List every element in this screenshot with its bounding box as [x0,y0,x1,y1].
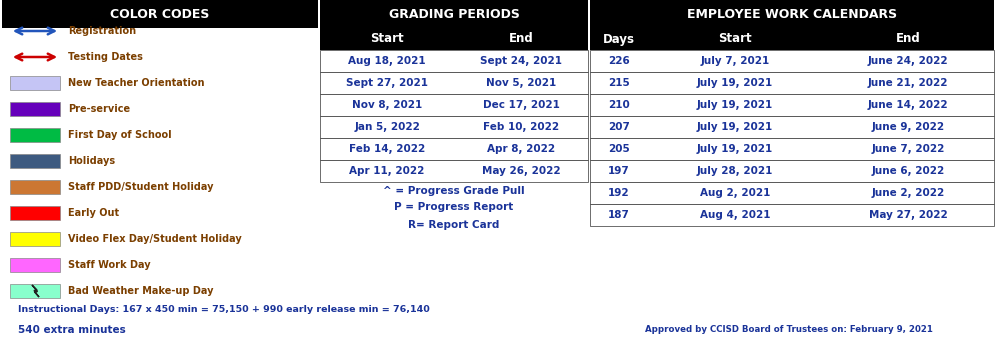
Text: 207: 207 [609,122,629,132]
Text: Sept 27, 2021: Sept 27, 2021 [346,78,428,88]
Text: July 28, 2021: July 28, 2021 [697,166,773,176]
Text: Apr 8, 2022: Apr 8, 2022 [487,144,555,154]
Text: First Day of School: First Day of School [68,130,171,140]
Bar [10,232,60,246]
Text: June 2, 2022: June 2, 2022 [872,188,944,198]
Bar [320,72,588,94]
Text: 197: 197 [609,166,629,176]
Bar [320,116,588,138]
Bar [320,160,588,182]
Text: Pre-service: Pre-service [68,104,130,114]
Text: Aug 18, 2021: Aug 18, 2021 [349,56,426,66]
Text: May 27, 2022: May 27, 2022 [869,210,947,220]
Text: 192: 192 [609,188,629,198]
Text: Apr 11, 2022: Apr 11, 2022 [350,166,424,176]
Text: ^ = Progress Grade Pull: ^ = Progress Grade Pull [383,186,525,195]
Text: 210: 210 [609,100,629,110]
Text: July 19, 2021: July 19, 2021 [697,78,773,88]
Text: GRADING PERIODS: GRADING PERIODS [388,7,520,20]
Text: Nov 8, 2021: Nov 8, 2021 [352,100,422,110]
Text: Bad Weather Make-up Day: Bad Weather Make-up Day [68,286,213,296]
Bar [590,50,994,72]
Bar [10,102,60,116]
Bar [10,128,60,142]
Bar [590,204,994,226]
Text: Instructional Days: 167 x 450 min = 75,150 + 990 early release min = 76,140: Instructional Days: 167 x 450 min = 75,1… [18,306,429,314]
Bar [10,284,60,298]
Text: Nov 5, 2021: Nov 5, 2021 [486,78,556,88]
Bar [590,116,994,138]
Bar [320,50,588,72]
Bar [590,0,994,28]
Text: July 19, 2021: July 19, 2021 [697,122,773,132]
Text: P = Progress Report: P = Progress Report [394,202,514,213]
Text: May 26, 2022: May 26, 2022 [482,166,561,176]
Bar [10,76,60,90]
Text: Feb 14, 2022: Feb 14, 2022 [349,144,425,154]
Text: Video Flex Day/Student Holiday: Video Flex Day/Student Holiday [68,234,242,244]
Bar [590,182,994,204]
Text: Early Out: Early Out [68,208,120,218]
Text: Dec 17, 2021: Dec 17, 2021 [483,100,560,110]
Text: 187: 187 [609,210,629,220]
Text: June 24, 2022: June 24, 2022 [868,56,948,66]
Text: New Teacher Orientation: New Teacher Orientation [68,78,204,88]
Text: Jan 5, 2022: Jan 5, 2022 [354,122,420,132]
Text: June 21, 2022: June 21, 2022 [868,78,948,88]
Text: 205: 205 [609,144,629,154]
Text: June 9, 2022: June 9, 2022 [872,122,944,132]
Text: Feb 10, 2022: Feb 10, 2022 [483,122,559,132]
Text: Testing Dates: Testing Dates [68,52,142,62]
Text: Sept 24, 2021: Sept 24, 2021 [480,56,562,66]
Text: End: End [895,32,920,45]
Text: July 7, 2021: July 7, 2021 [700,56,770,66]
Text: Aug 2, 2021: Aug 2, 2021 [700,188,770,198]
Text: Staff Work Day: Staff Work Day [68,260,150,270]
Text: June 14, 2022: June 14, 2022 [868,100,948,110]
Text: July 19, 2021: July 19, 2021 [697,100,773,110]
Text: Staff PDD/Student Holiday: Staff PDD/Student Holiday [68,182,213,192]
Text: Days: Days [603,32,635,45]
Text: Start: Start [371,32,403,45]
Text: COLOR CODES: COLOR CODES [111,7,210,20]
Bar [2,0,318,28]
Text: Approved by CCISD Board of Trustees on: February 9, 2021: Approved by CCISD Board of Trustees on: … [645,326,933,334]
Bar [320,0,588,28]
Bar [320,28,588,50]
Text: Holidays: Holidays [68,156,116,166]
Bar [10,180,60,194]
Bar [10,154,60,168]
Text: July 19, 2021: July 19, 2021 [697,144,773,154]
Text: 215: 215 [609,78,629,88]
Text: End: End [509,32,534,45]
Text: June 7, 2022: June 7, 2022 [872,144,944,154]
Bar [590,160,994,182]
Text: Registration: Registration [68,26,136,36]
Polygon shape [32,285,39,297]
Text: EMPLOYEE WORK CALENDARS: EMPLOYEE WORK CALENDARS [687,7,897,20]
Bar [10,206,60,220]
Bar [10,258,60,272]
Text: June 6, 2022: June 6, 2022 [872,166,944,176]
Text: Aug 4, 2021: Aug 4, 2021 [700,210,770,220]
Text: 226: 226 [609,56,629,66]
Bar [320,138,588,160]
Bar [590,94,994,116]
Bar [590,138,994,160]
Bar [590,72,994,94]
Bar [590,28,994,50]
Text: 540 extra minutes: 540 extra minutes [18,325,125,335]
Bar [320,94,588,116]
Text: R= Report Card: R= Report Card [408,220,500,230]
Text: Start: Start [718,32,752,45]
